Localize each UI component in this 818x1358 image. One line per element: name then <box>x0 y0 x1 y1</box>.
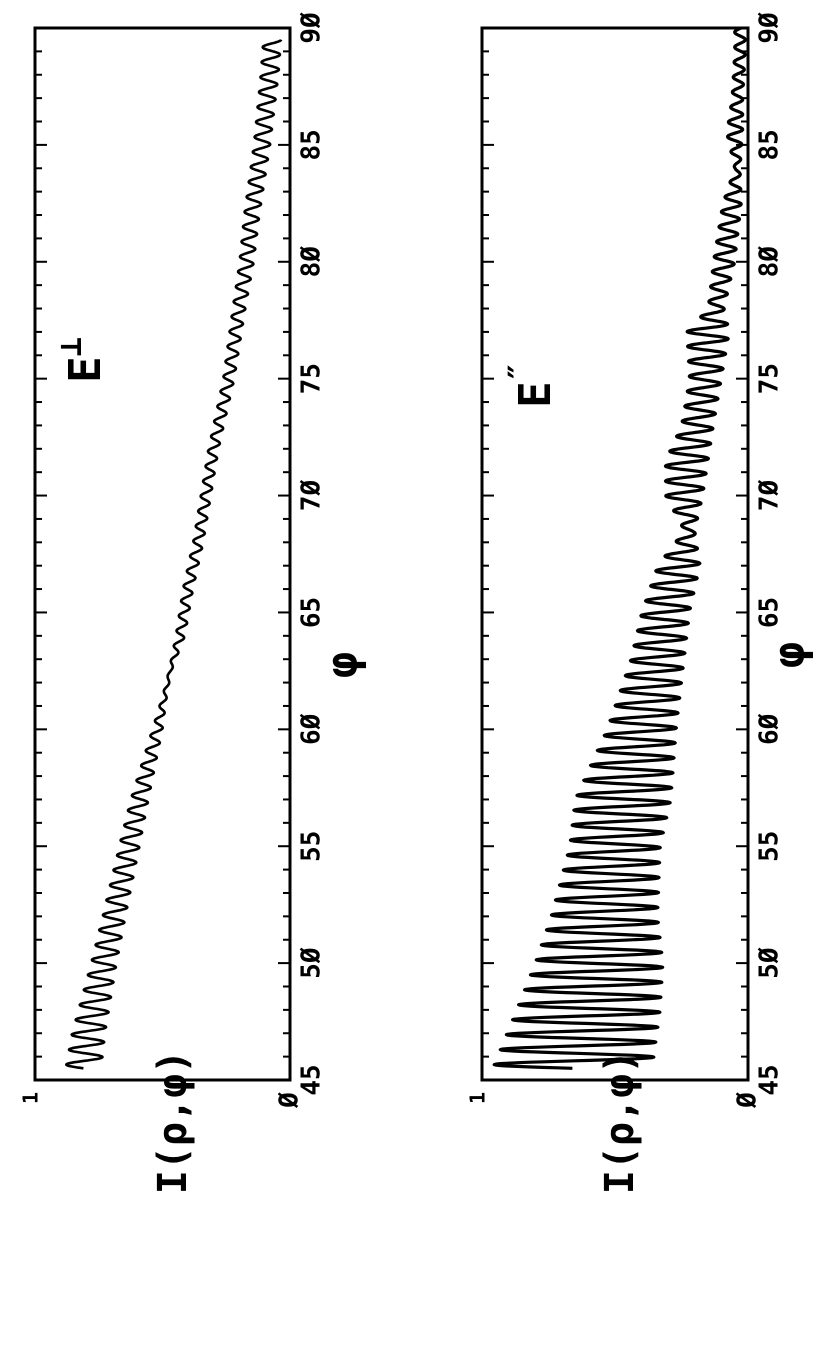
x-tick-label: 75 <box>755 363 785 394</box>
y-tick-label: Ø <box>733 1092 763 1109</box>
x-tick-label: 55 <box>297 831 327 862</box>
x-tick-label: 85 <box>755 129 785 160</box>
chart-panel-1: 45 5Ø 55 6Ø 65 7Ø 75 8Ø 85 9Ø Ø 1 I(ρ,φ) φ E⊥ <box>19 12 369 1194</box>
panel-label: E″ <box>501 362 561 408</box>
x-tick-label: 8Ø <box>297 246 327 278</box>
panel-label-superscript: ⊥ <box>51 337 89 356</box>
series-line-1 <box>492 26 747 1070</box>
panel-label-superscript: ″ <box>501 362 539 381</box>
x-tick-label: 5Ø <box>297 947 327 979</box>
x-tick-label: 65 <box>755 597 785 628</box>
x-tick-label: 75 <box>297 363 327 394</box>
panel-label-letter: E <box>510 381 561 408</box>
panel-label: E⊥ <box>51 337 111 383</box>
y-tick-label: Ø <box>275 1092 305 1109</box>
plot-frame <box>33 26 292 1082</box>
y-axis-label: I(ρ,φ) <box>597 1050 643 1195</box>
x-tick-label: 6Ø <box>297 713 327 745</box>
x-tick-label: 45 <box>755 1064 785 1095</box>
x-tick-label: 9Ø <box>297 12 327 44</box>
x-tick-label: 7Ø <box>297 480 327 512</box>
x-tick-label: 6Ø <box>755 713 785 745</box>
x-tick-label: 5Ø <box>755 947 785 979</box>
y-tick-label: 1 <box>19 1092 43 1104</box>
x-tick-label: 65 <box>297 597 327 628</box>
y-axis-label: I(ρ,φ) <box>150 1050 196 1195</box>
series-line-1 <box>65 38 283 1070</box>
panel-label-letter: E <box>60 356 111 383</box>
y-tick-label: 1 <box>466 1092 490 1104</box>
x-axis-label: φ <box>764 642 815 669</box>
x-tick-label: 8Ø <box>755 246 785 278</box>
plot-frame <box>480 26 750 1082</box>
x-tick-label: 9Ø <box>755 12 785 44</box>
chart-panel-2: 45 5Ø 55 6Ø 65 7Ø 75 8Ø 85 9Ø Ø 1 I(ρ,φ) φ E″ <box>466 12 816 1194</box>
x-axis-label: φ <box>317 652 368 679</box>
x-tick-label: 45 <box>297 1064 327 1095</box>
x-tick-label: 7Ø <box>755 480 785 512</box>
x-tick-label: 55 <box>755 831 785 862</box>
x-tick-label: 85 <box>297 129 327 160</box>
